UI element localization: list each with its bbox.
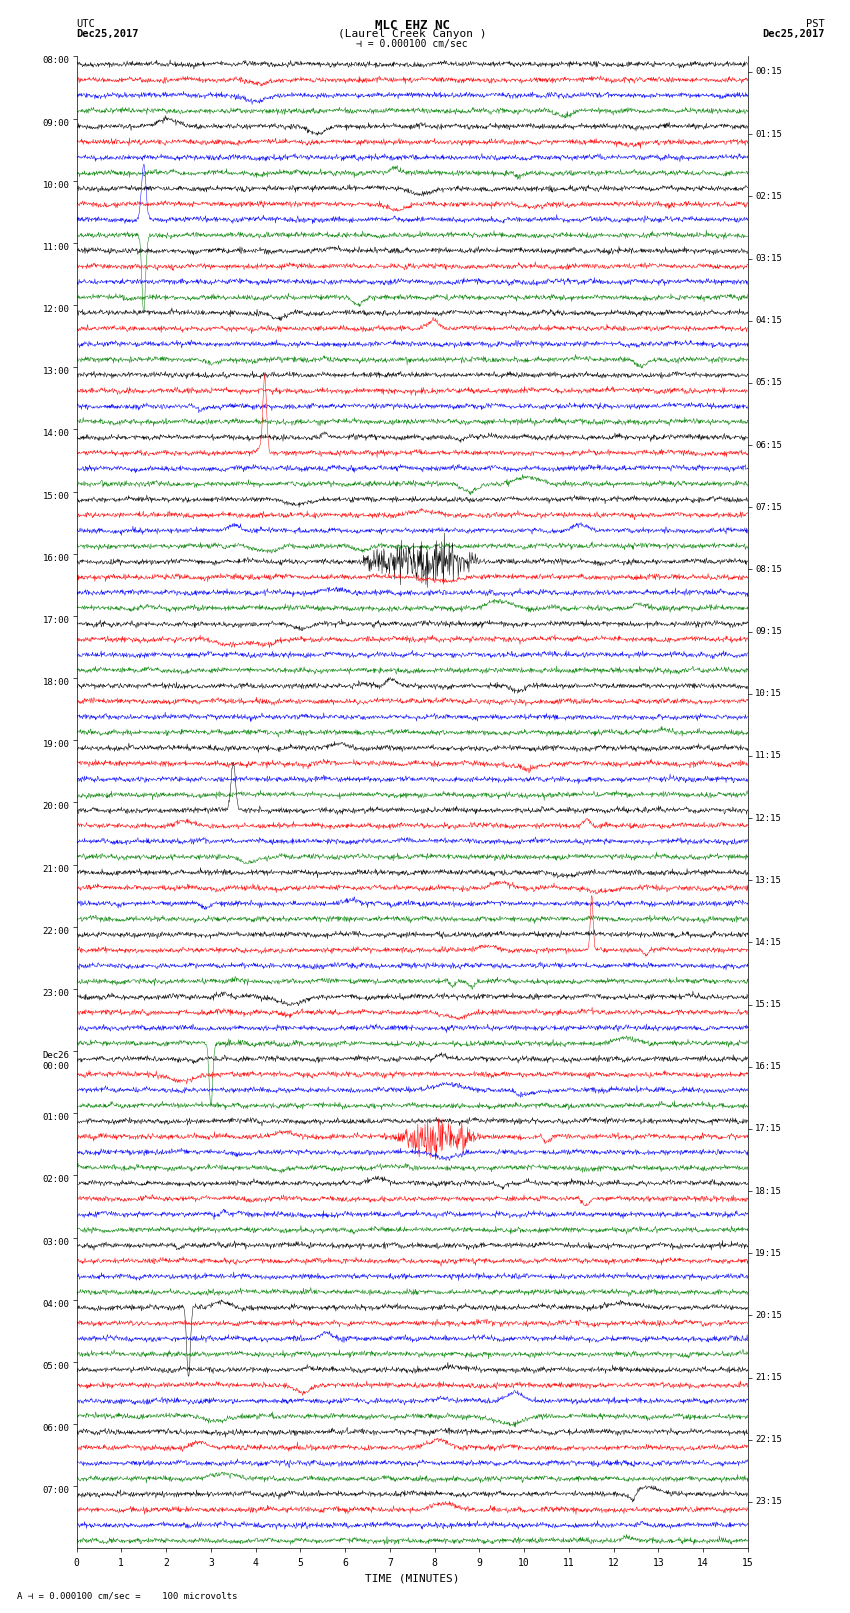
Text: Dec25,2017: Dec25,2017 bbox=[76, 29, 139, 39]
X-axis label: TIME (MINUTES): TIME (MINUTES) bbox=[365, 1573, 460, 1582]
Text: Dec25,2017: Dec25,2017 bbox=[762, 29, 824, 39]
Text: MLC EHZ NC: MLC EHZ NC bbox=[375, 19, 450, 32]
Text: (Laurel Creek Canyon ): (Laurel Creek Canyon ) bbox=[338, 29, 486, 39]
Text: ⊣ = 0.000100 cm/sec: ⊣ = 0.000100 cm/sec bbox=[356, 39, 468, 48]
Text: A ⊣ = 0.000100 cm/sec =    100 microvolts: A ⊣ = 0.000100 cm/sec = 100 microvolts bbox=[17, 1590, 237, 1600]
Text: UTC: UTC bbox=[76, 19, 95, 29]
Text: PST: PST bbox=[806, 19, 824, 29]
